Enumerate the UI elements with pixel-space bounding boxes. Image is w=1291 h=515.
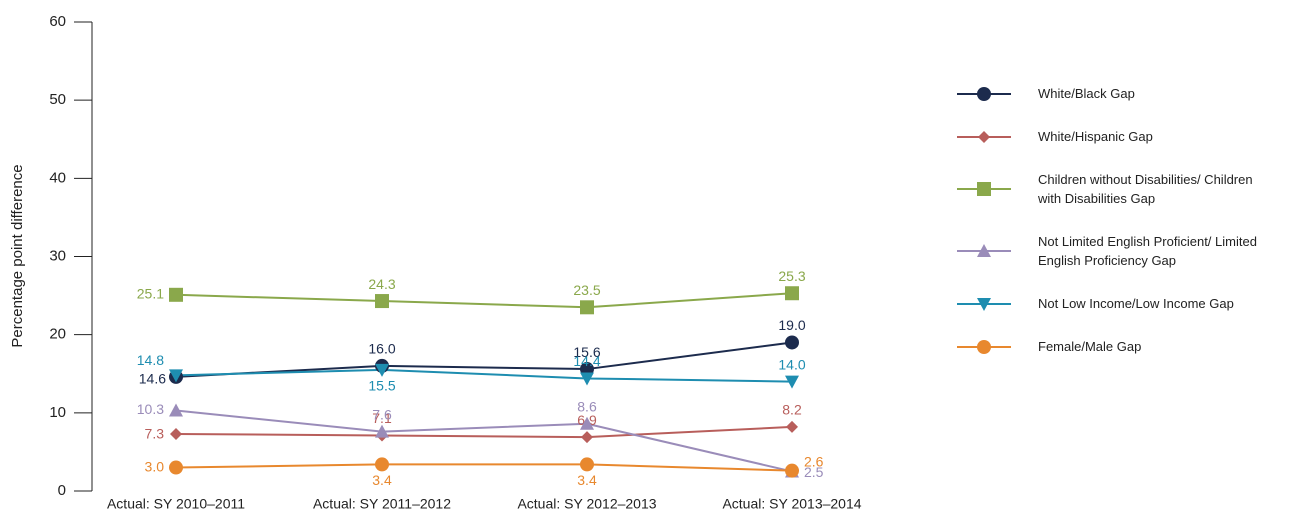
legend-label: White/Black Gap (1038, 86, 1135, 101)
data-label: 3.0 (145, 458, 165, 474)
data-label: 16.0 (368, 341, 395, 357)
legend-swatch (957, 130, 1011, 143)
marker (580, 457, 594, 472)
legend-swatch (957, 86, 1011, 101)
data-label: 19.0 (778, 317, 805, 333)
data-label: 25.3 (778, 268, 805, 284)
marker (375, 457, 389, 472)
marker (169, 460, 183, 475)
data-label: 2.6 (804, 453, 824, 469)
legend-item: Not Limited English Proficient/ Limited … (956, 232, 1286, 270)
data-label: 7.6 (372, 406, 392, 422)
y-tick-label: 10 (49, 404, 66, 421)
marker (978, 130, 990, 143)
x-tick-label: Actual: SY 2012–2013 (517, 496, 656, 512)
data-label: 10.3 (137, 401, 164, 417)
legend-swatch (957, 182, 1011, 196)
y-tick-label: 60 (49, 13, 66, 30)
data-label: 7.3 (145, 426, 165, 442)
marker (580, 300, 594, 315)
data-label: 14.0 (778, 356, 805, 372)
data-label: 3.4 (577, 472, 597, 488)
series-line (175, 463, 793, 472)
data-label: 14.4 (573, 353, 600, 369)
marker (977, 297, 991, 311)
y-tick-label: 20 (49, 326, 66, 343)
marker (170, 427, 182, 440)
data-label: 8.2 (782, 402, 802, 418)
marker (375, 424, 389, 438)
y-tick-label: 50 (49, 91, 66, 108)
series-line (175, 292, 793, 309)
marker (169, 369, 183, 383)
marker (375, 294, 389, 309)
legend-item: Not Low Income/Low Income Gap (956, 294, 1286, 313)
marker (580, 372, 594, 386)
marker (785, 335, 799, 350)
y-axis-label: Percentage point difference (9, 164, 26, 347)
legend-label: White/Hispanic Gap (1038, 129, 1153, 144)
marker (785, 463, 799, 478)
data-label: 2.5 (804, 464, 824, 480)
data-label: 14.6 (139, 371, 166, 387)
legend-swatch (957, 297, 1011, 311)
marker (785, 375, 799, 389)
data-label: 15.5 (368, 378, 395, 394)
data-label: 15.6 (573, 344, 600, 360)
data-label: 7.1 (372, 410, 392, 426)
legend-label: Children without Disabilities/ Children … (1038, 172, 1253, 206)
marker (169, 403, 183, 417)
x-tick-label: Actual: SY 2010–2011 (107, 496, 245, 512)
y-tick-label: 0 (58, 482, 66, 499)
x-tick-label: Actual: SY 2011–2012 (313, 496, 451, 512)
x-tick-label: Actual: SY 2013–2014 (722, 496, 861, 512)
marker (977, 86, 991, 101)
series-line (175, 409, 793, 473)
legend-item: Children without Disabilities/ Children … (956, 170, 1286, 208)
marker (580, 416, 594, 430)
legend-label: Not Limited English Proficient/ Limited … (1038, 234, 1257, 268)
chart: Percentage point difference 0 10 20 30 40 50 6… (9, 13, 862, 512)
data-label: 14.8 (137, 352, 164, 368)
series-line (175, 425, 793, 439)
series-line (175, 368, 793, 383)
series-line (175, 341, 793, 378)
data-label: 25.1 (137, 286, 164, 302)
data-label: 3.4 (372, 472, 392, 488)
legend-item: White/Hispanic Gap (956, 127, 1286, 146)
y-tick-label: 40 (49, 169, 66, 186)
marker (785, 286, 799, 301)
legend: White/Black Gap White/Hispanic Gap Childre… (956, 84, 1286, 380)
legend-swatch (957, 339, 1011, 354)
marker (977, 182, 991, 196)
marker (977, 244, 991, 257)
data-label: 8.6 (577, 398, 597, 414)
legend-swatch (957, 244, 1011, 257)
marker (786, 420, 798, 433)
marker (169, 287, 183, 302)
data-label: 24.3 (368, 276, 395, 292)
marker (375, 363, 389, 377)
marker (581, 431, 593, 444)
data-label: 23.5 (573, 282, 600, 298)
legend-item: Female/Male Gap (956, 337, 1286, 356)
legend-label: Female/Male Gap (1038, 339, 1142, 354)
legend-label: Not Low Income/Low Income Gap (1038, 296, 1234, 311)
y-tick-label: 30 (49, 247, 66, 264)
legend-item: White/Black Gap (956, 84, 1286, 103)
marker (977, 339, 991, 354)
